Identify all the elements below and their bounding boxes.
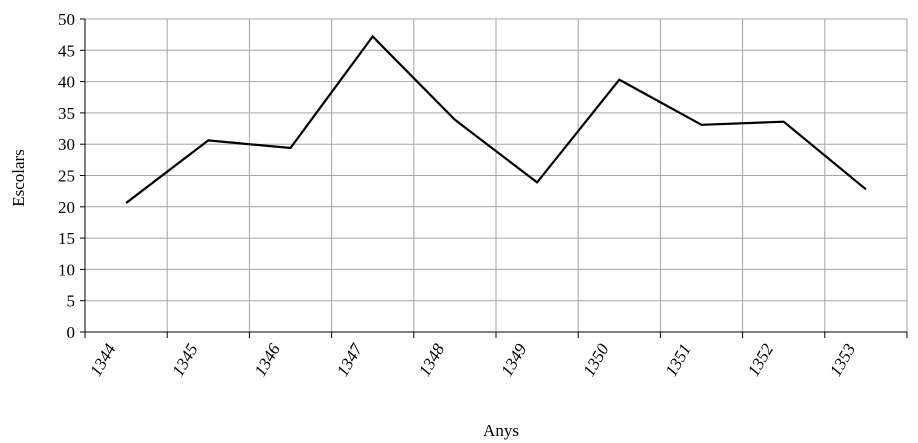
y-tick-label: 15 — [58, 229, 75, 248]
y-axis-tick-labels: 0 5 10 15 20 25 30 35 40 45 50 — [58, 10, 75, 342]
y-tick-label: 40 — [58, 73, 75, 92]
y-tick-label: 35 — [58, 104, 75, 123]
x-tick-label: 1350 — [579, 340, 613, 379]
x-axis-tick-labels: 1344 1345 1346 1347 1348 1349 1350 1351 1352 1353 — [86, 339, 859, 379]
x-tick-label: 1351 — [662, 341, 695, 380]
y-axis-title: Escolars — [9, 149, 28, 207]
y-tick-label: 20 — [58, 198, 75, 217]
x-tick-label: 1347 — [333, 339, 367, 379]
series-group — [125, 34, 867, 204]
series-line — [125, 34, 867, 204]
x-tick-label: 1353 — [826, 341, 859, 380]
y-tick-label: 5 — [67, 292, 76, 311]
x-tick-label: 1352 — [744, 340, 778, 379]
y-tick-label: 50 — [58, 10, 75, 29]
y-tick-label: 0 — [67, 323, 76, 342]
x-tick-label: 1348 — [415, 340, 449, 379]
x-tick-label: 1346 — [251, 340, 285, 379]
x-tick-label: 1345 — [168, 341, 201, 380]
y-tick-label: 30 — [58, 135, 75, 154]
x-tick-label: 1349 — [497, 340, 531, 379]
axes — [80, 18, 908, 338]
y-tick-label: 25 — [58, 167, 75, 186]
x-axis-title: Anys — [483, 421, 519, 440]
y-tick-label: 45 — [58, 41, 75, 60]
horizontal-gridlines — [85, 18, 907, 302]
x-tick-label: 1344 — [86, 340, 120, 379]
y-tick-label: 10 — [58, 260, 75, 279]
